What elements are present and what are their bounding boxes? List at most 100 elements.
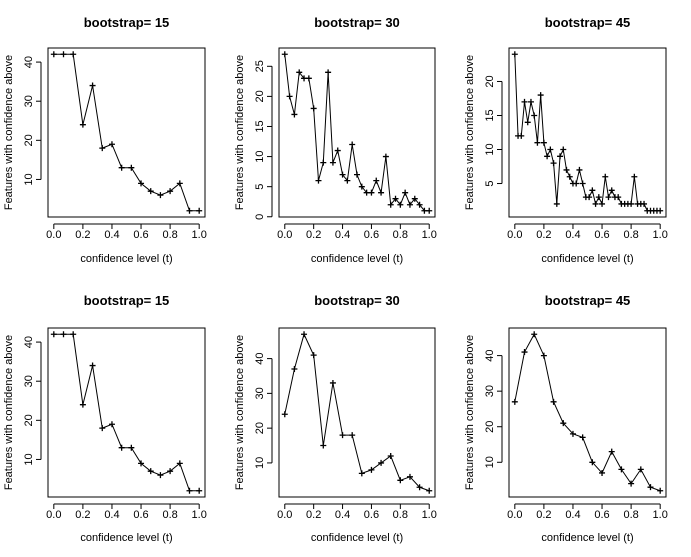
data-point xyxy=(426,487,433,494)
data-point xyxy=(344,177,351,184)
data-point xyxy=(70,331,77,338)
data-point xyxy=(50,331,57,338)
data-point xyxy=(560,146,567,153)
x-tick-label: 0.6 xyxy=(364,229,379,241)
x-tick-label: 0.4 xyxy=(335,229,350,241)
y-axis-label: Features with confidence above xyxy=(234,55,246,210)
y-tick-label: 20 xyxy=(254,90,266,102)
x-tick-label: 0.0 xyxy=(507,509,522,521)
y-tick-label: 10 xyxy=(23,173,35,185)
x-tick-label: 0.2 xyxy=(306,229,321,241)
data-point xyxy=(186,207,193,214)
data-point xyxy=(281,51,288,58)
data-point xyxy=(373,177,380,184)
panel-title: bootstrap= 15 xyxy=(84,293,170,308)
x-tick-label: 0.6 xyxy=(133,509,148,521)
y-tick-label: 10 xyxy=(484,456,496,468)
data-point xyxy=(281,411,288,418)
data-point xyxy=(305,75,312,82)
y-tick-label: 0 xyxy=(254,214,266,220)
x-tick-label: 1.0 xyxy=(653,229,668,241)
plot-box xyxy=(47,47,206,218)
data-point xyxy=(406,473,413,480)
data-point xyxy=(608,448,615,455)
y-tick-label: 25 xyxy=(254,60,266,72)
plot-box xyxy=(278,47,436,218)
x-tick-label: 0.0 xyxy=(46,229,61,241)
data-point xyxy=(176,460,183,467)
data-point xyxy=(397,477,404,484)
data-point xyxy=(628,480,635,487)
data-point xyxy=(382,153,389,160)
data-point xyxy=(511,398,518,405)
y-tick-label: 30 xyxy=(23,375,35,387)
plot-box xyxy=(47,327,206,498)
data-point xyxy=(392,195,399,202)
x-tick-label: 0.4 xyxy=(104,509,119,521)
data-point xyxy=(354,171,360,178)
data-point xyxy=(387,201,394,208)
data-point xyxy=(176,180,183,187)
data-point xyxy=(147,468,154,475)
x-tick-label: 0.0 xyxy=(507,229,522,241)
data-point xyxy=(544,153,551,160)
data-point xyxy=(60,331,67,338)
data-point xyxy=(50,51,57,58)
y-tick-label: 40 xyxy=(254,352,266,364)
y-tick-label: 15 xyxy=(484,109,496,121)
data-point xyxy=(557,153,564,160)
x-tick-label: 0.0 xyxy=(46,509,61,521)
x-axis-label: confidence level (t) xyxy=(80,253,172,265)
data-point xyxy=(550,160,557,167)
data-point xyxy=(118,164,125,171)
data-point xyxy=(157,472,164,479)
data-point xyxy=(301,331,308,338)
data-point xyxy=(339,171,346,178)
data-point xyxy=(531,112,538,119)
panel-3: bootstrap= 45 0.0 0.2 0.4 0.6 0.8 1.0 confidenc… xyxy=(464,15,668,265)
data-point xyxy=(592,200,599,207)
data-point xyxy=(108,421,115,428)
data-point xyxy=(334,147,341,154)
data-point xyxy=(128,164,135,171)
y-tick-label: 20 xyxy=(23,134,35,146)
panel-4: bootstrap= 15 0.0 0.2 0.4 0.6 0.8 1.0 confidenc… xyxy=(3,293,207,544)
y-tick-label: 10 xyxy=(484,143,496,155)
x-tick-label: 0.6 xyxy=(133,229,148,241)
data-point xyxy=(118,444,125,451)
data-point xyxy=(99,425,106,432)
data-point xyxy=(402,189,409,196)
data-point xyxy=(339,432,346,439)
data-point xyxy=(553,200,560,207)
x-axis-label: confidence level (t) xyxy=(80,532,172,544)
data-point xyxy=(296,69,303,76)
data-point xyxy=(325,69,332,76)
data-point xyxy=(349,141,356,148)
data-point xyxy=(99,145,106,152)
data-point xyxy=(291,366,298,373)
x-axis-label: confidence level (t) xyxy=(541,532,633,544)
data-point xyxy=(196,487,203,494)
data-point xyxy=(521,349,528,356)
x-tick-label: 1.0 xyxy=(422,509,437,521)
data-point xyxy=(524,119,531,126)
data-point xyxy=(147,188,154,195)
x-tick-label: 0.4 xyxy=(335,509,350,521)
data-point xyxy=(602,173,609,180)
y-tick-label: 30 xyxy=(254,387,266,399)
data-point xyxy=(358,183,365,190)
y-tick-label: 15 xyxy=(254,120,266,132)
data-point xyxy=(569,430,576,437)
data-point xyxy=(599,200,606,207)
data-point xyxy=(540,352,547,359)
data-point xyxy=(531,331,538,338)
data-point xyxy=(518,132,525,139)
panel-title: bootstrap= 30 xyxy=(314,293,400,308)
data-point xyxy=(547,146,554,153)
data-point xyxy=(628,200,635,207)
data-point xyxy=(576,166,583,173)
y-tick-label: 40 xyxy=(23,56,35,68)
y-tick-label: 40 xyxy=(484,349,496,361)
data-point xyxy=(310,105,317,112)
y-tick-label: 20 xyxy=(484,75,496,87)
